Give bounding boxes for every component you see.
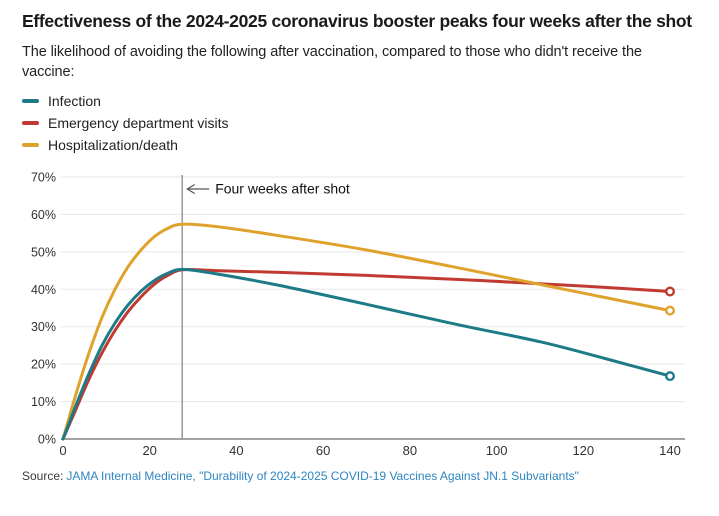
svg-text:120: 120 <box>572 443 594 458</box>
svg-text:100: 100 <box>486 443 508 458</box>
svg-text:50%: 50% <box>31 245 56 259</box>
chart-title: Effectiveness of the 2024-2025 coronavir… <box>22 11 692 31</box>
legend-label-hospitalization-death: Hospitalization/death <box>48 137 178 154</box>
left-arrow-head-icon <box>186 184 196 195</box>
legend-label-infection: Infection <box>48 93 101 110</box>
legend-item-emergency-visits: Emergency department visits <box>22 112 697 134</box>
svg-text:70%: 70% <box>31 171 56 185</box>
legend-label-emergency-visits: Emergency department visits <box>48 115 229 132</box>
svg-text:140: 140 <box>659 443 681 458</box>
svg-text:80: 80 <box>403 443 417 458</box>
series-end-marker <box>665 305 676 316</box>
source-label: Source: <box>22 469 64 484</box>
source-link[interactable]: JAMA Internal Medicine, "Durability of 2… <box>66 469 579 484</box>
chart-subtitle: The likelihood of avoiding the following… <box>22 44 642 81</box>
source-line: Source: JAMA Internal Medicine, "Durabili… <box>22 469 697 483</box>
emergency-visits-line-swatch-icon <box>22 121 39 126</box>
annotation-label: Four weeks after shot <box>215 181 350 197</box>
svg-text:60%: 60% <box>31 208 56 222</box>
svg-text:20: 20 <box>142 443 156 458</box>
line-chart: 0% 10% 20% 30% 40% 50% 60% 70% 0 20 40 60 80 100 120 14… <box>31 171 685 458</box>
legend-item-hospitalization-death: Hospitalization/death <box>22 134 697 156</box>
svg-text:40%: 40% <box>31 283 56 297</box>
infection-line-swatch-icon <box>22 99 39 104</box>
svg-text:40: 40 <box>229 443 243 458</box>
svg-text:20%: 20% <box>31 358 56 372</box>
svg-text:30%: 30% <box>31 320 56 334</box>
svg-text:10%: 10% <box>31 395 56 409</box>
hospitalization-death-line-swatch-icon <box>22 143 39 148</box>
series-end-marker <box>665 371 676 382</box>
series-end-marker <box>665 286 676 297</box>
series-line <box>61 267 672 441</box>
series-line <box>61 268 672 441</box>
legend-item-infection: Infection <box>22 90 697 112</box>
svg-text:0%: 0% <box>38 433 56 447</box>
svg-text:0: 0 <box>59 443 66 458</box>
svg-text:60: 60 <box>316 443 330 458</box>
series-line <box>61 222 672 441</box>
legend: Infection Emergency department visits Ho… <box>22 90 697 156</box>
